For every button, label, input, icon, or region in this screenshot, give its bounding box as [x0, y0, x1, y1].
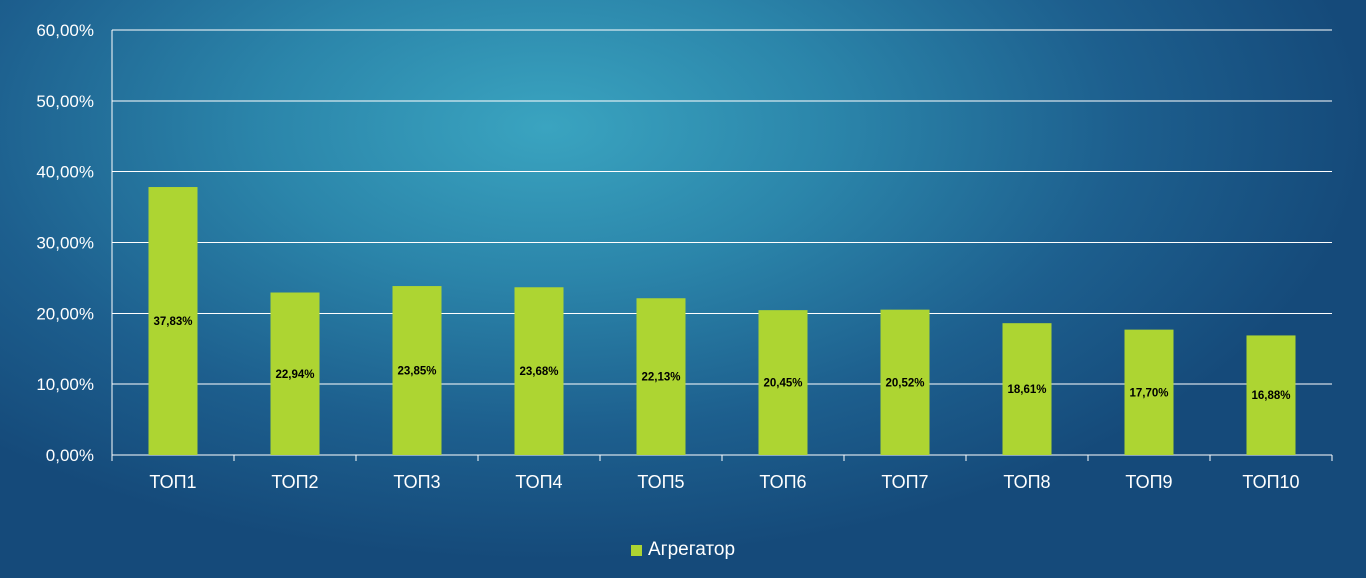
y-tick-label: 30,00% [36, 234, 94, 253]
x-tick-label: ТОП2 [271, 472, 318, 492]
data-label: 20,52% [885, 377, 924, 389]
bar [758, 310, 808, 455]
y-tick-label: 0,00% [46, 446, 94, 465]
legend-swatch [630, 544, 642, 556]
x-tick-label: ТОП3 [393, 472, 440, 492]
y-tick-label: 50,00% [36, 92, 94, 111]
y-tick-label: 40,00% [36, 163, 94, 182]
y-tick-label: 60,00% [36, 21, 94, 40]
bar [148, 187, 198, 455]
bar [1124, 329, 1174, 455]
bar [1002, 323, 1052, 455]
y-tick-label: 10,00% [36, 375, 94, 394]
bar [1246, 335, 1296, 455]
x-tick-label: ТОП9 [1125, 472, 1172, 492]
x-tick-label: ТОП4 [515, 472, 562, 492]
bar [392, 286, 442, 455]
x-tick-label: ТОП10 [1242, 472, 1299, 492]
legend: Агрегатор [0, 538, 1366, 562]
x-tick-label: ТОП5 [637, 472, 684, 492]
data-label: 23,68% [519, 366, 558, 378]
data-label: 20,45% [763, 378, 802, 390]
data-label: 37,83% [153, 316, 192, 328]
bar [514, 287, 564, 455]
bar [270, 292, 320, 455]
x-tick-label: ТОП6 [759, 472, 806, 492]
bar [636, 298, 686, 455]
data-label: 18,61% [1007, 384, 1046, 396]
data-label: 22,94% [275, 369, 314, 381]
bar [880, 309, 930, 455]
x-tick-label: ТОП7 [881, 472, 928, 492]
data-label: 23,85% [397, 366, 436, 378]
x-tick-label: ТОП1 [149, 472, 196, 492]
legend-label: Агрегатор [647, 539, 736, 560]
data-label: 22,13% [641, 372, 680, 384]
x-tick-label: ТОП8 [1003, 472, 1050, 492]
data-label: 17,70% [1129, 387, 1168, 399]
y-tick-label: 20,00% [36, 304, 94, 323]
data-label: 16,88% [1251, 390, 1290, 402]
